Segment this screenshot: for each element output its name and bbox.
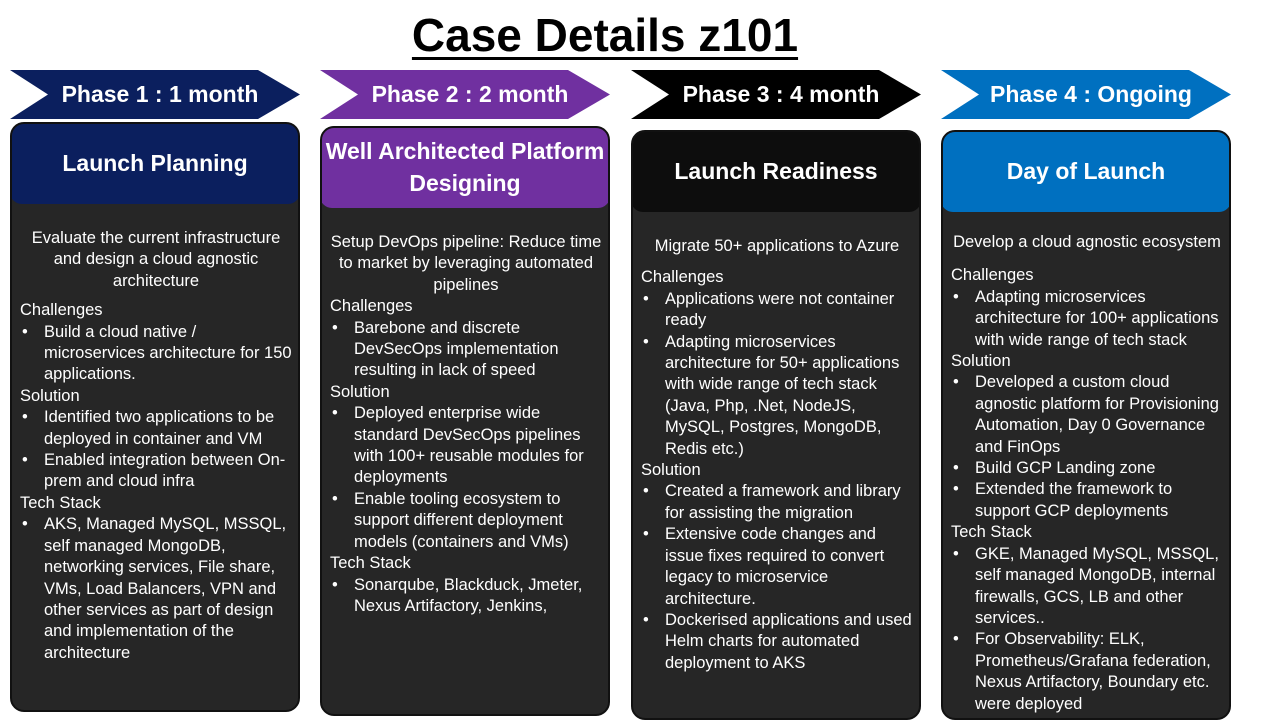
phase-intro: Develop a cloud agnostic ecosystem <box>953 233 1221 251</box>
list-item: Build GCP Landing zone <box>951 458 1223 480</box>
challenges-label: Challenges <box>330 297 413 316</box>
challenges-label: Challenges <box>20 301 103 320</box>
list-item: For Observability: ELK, Prometheus/Grafa… <box>951 629 1223 715</box>
list-item: Build a cloud native / microservices arc… <box>20 322 292 386</box>
list-item: Enabled integration between On-prem and … <box>20 450 292 493</box>
page-title: Case Details z101 <box>411 9 799 61</box>
challenges-list: Barebone and discrete DevSecOps implemen… <box>330 318 602 382</box>
solution-list: Identified two applications to be deploy… <box>20 407 292 493</box>
list-item: Identified two applications to be deploy… <box>20 407 292 450</box>
phase-chevron-4: Phase 4 : Ongoing <box>941 70 1231 119</box>
list-item: Extensive code changes and issue fixes r… <box>641 524 913 610</box>
tech-stack-label: Tech Stack <box>20 493 101 512</box>
phase-card-3: Launch Readiness Migrate 50+ application… <box>631 130 921 720</box>
list-item: GKE, Managed MySQL, MSSQL, self managed … <box>951 544 1223 630</box>
phase-intro: Migrate 50+ applications to Azure <box>654 237 900 255</box>
tech-stack-list: GKE, Managed MySQL, MSSQL, self managed … <box>951 544 1223 715</box>
phase-card-1: Launch Planning Evaluate the current inf… <box>10 122 300 712</box>
solution-list: Created a framework and library for assi… <box>641 481 913 674</box>
phase-heading-3: Launch Readiness <box>633 132 919 212</box>
phase-heading-4: Day of Launch <box>943 132 1229 212</box>
challenges-list: Adapting microservices architecture for … <box>951 287 1223 351</box>
phase-body-2: Setup DevOps pipeline: Reduce time to ma… <box>330 232 602 617</box>
list-item: Created a framework and library for assi… <box>641 481 913 524</box>
phase-column-2: Phase 2 : 2 month Well Architected Platf… <box>320 70 610 720</box>
list-item: Dockerised applications and used Helm ch… <box>641 610 913 674</box>
solution-label: Solution <box>20 386 80 405</box>
tech-stack-label: Tech Stack <box>330 554 411 573</box>
phase-chevron-3: Phase 3 : 4 month <box>631 70 921 119</box>
phase-intro: Setup DevOps pipeline: Reduce time to ma… <box>330 233 602 294</box>
solution-label: Solution <box>330 382 390 401</box>
tech-stack-label: Tech Stack <box>951 523 1032 542</box>
phase-heading-1: Launch Planning <box>12 124 298 204</box>
challenges-label: Challenges <box>641 268 724 287</box>
list-item: Extended the framework to support GCP de… <box>951 479 1223 522</box>
phase-body-3: Migrate 50+ applications to Azure Challe… <box>641 236 913 674</box>
list-item: Adapting microservices architecture for … <box>641 332 913 460</box>
phase-body-4: Develop a cloud agnostic ecosystem Chall… <box>951 232 1223 715</box>
phase-card-2: Well Architected Platform Designing Setu… <box>320 126 610 716</box>
phase-card-4: Day of Launch Develop a cloud agnostic e… <box>941 130 1231 720</box>
solution-label: Solution <box>641 461 701 480</box>
list-item: Deployed enterprise wide standard DevSec… <box>330 403 602 489</box>
tech-stack-list: AKS, Managed MySQL, MSSQL, self managed … <box>20 514 292 664</box>
phase-column-3: Phase 3 : 4 month Launch Readiness Migra… <box>631 70 921 720</box>
list-item: Applications were not container ready <box>641 289 913 332</box>
challenges-list: Build a cloud native / microservices arc… <box>20 322 292 386</box>
list-item: Developed a custom cloud agnostic platfo… <box>951 372 1223 458</box>
phase-intro: Evaluate the current infrastructure and … <box>31 229 281 290</box>
solution-list: Deployed enterprise wide standard DevSec… <box>330 403 602 553</box>
phase-column-1: Phase 1 : 1 month Launch Planning Evalua… <box>10 70 300 720</box>
challenges-list: Applications were not container ready Ad… <box>641 289 913 460</box>
list-item: Enable tooling ecosystem to support diff… <box>330 489 602 553</box>
list-item: Sonarqube, Blackduck, Jmeter, Nexus Arti… <box>330 575 602 618</box>
phase-chevron-2: Phase 2 : 2 month <box>320 70 610 119</box>
solution-list: Developed a custom cloud agnostic platfo… <box>951 372 1223 522</box>
phase-chevron-1: Phase 1 : 1 month <box>10 70 300 119</box>
phase-heading-2: Well Architected Platform Designing <box>322 128 608 208</box>
phase-body-1: Evaluate the current infrastructure and … <box>20 228 292 664</box>
challenges-label: Challenges <box>951 266 1034 285</box>
phase-column-4: Phase 4 : Ongoing Day of Launch Develop … <box>941 70 1231 720</box>
list-item: Adapting microservices architecture for … <box>951 287 1223 351</box>
list-item: AKS, Managed MySQL, MSSQL, self managed … <box>20 514 292 664</box>
tech-stack-list: Sonarqube, Blackduck, Jmeter, Nexus Arti… <box>330 575 602 618</box>
solution-label: Solution <box>951 352 1011 371</box>
list-item: Barebone and discrete DevSecOps implemen… <box>330 318 602 382</box>
